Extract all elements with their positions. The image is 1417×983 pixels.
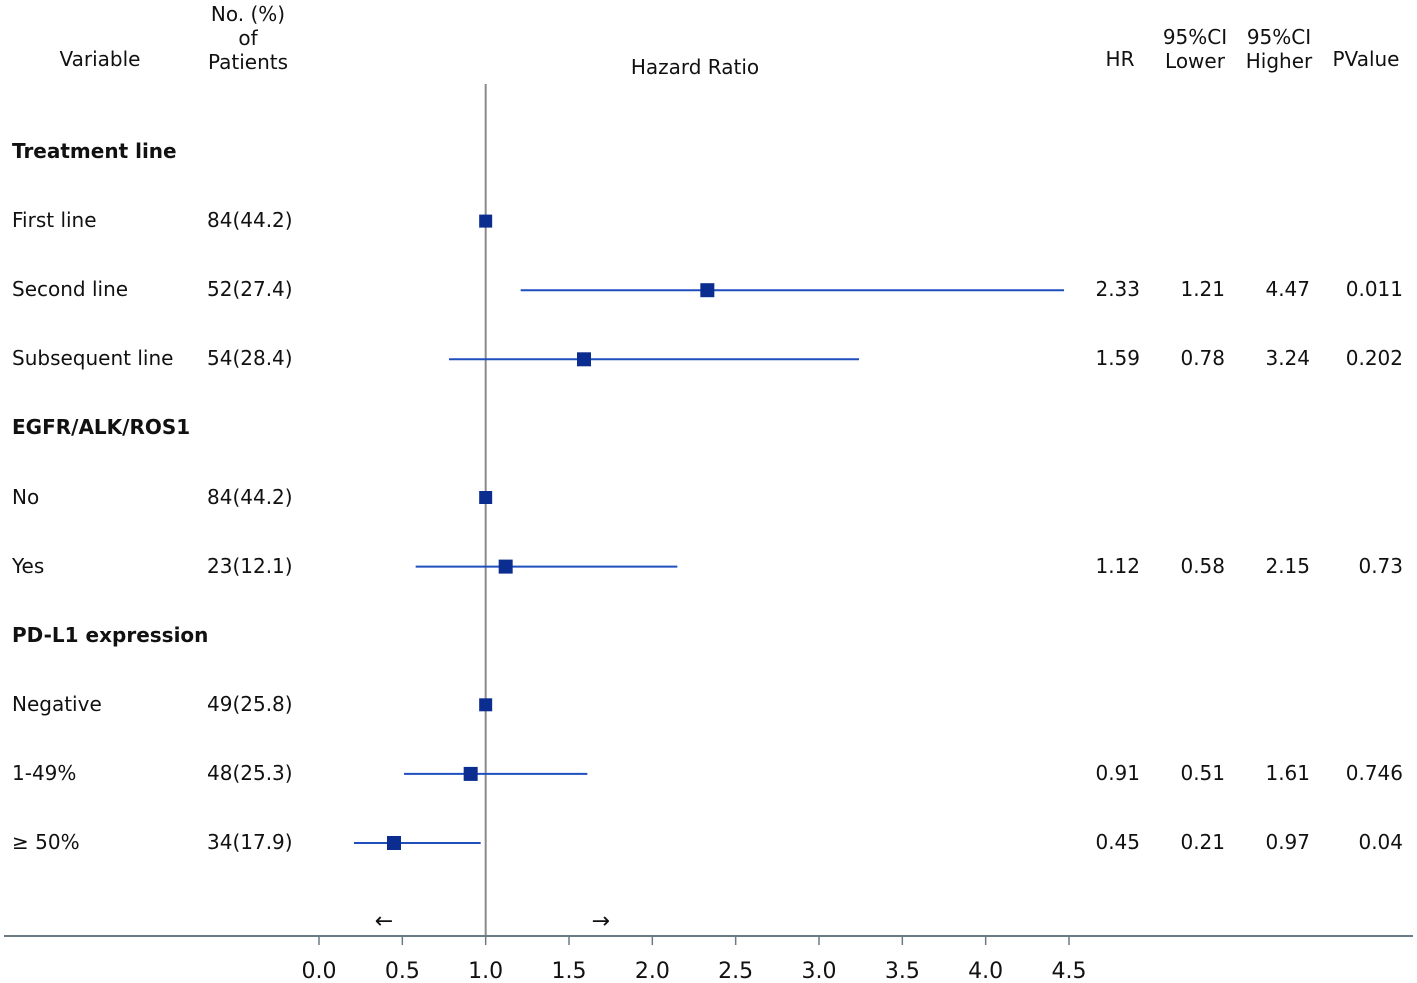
row-ci-higher: 0.97: [1265, 830, 1310, 854]
row-label: Subsequent line: [12, 346, 174, 371]
hr-marker: [700, 283, 715, 298]
row-label: ≥ 50%: [12, 830, 80, 854]
row-pvalue: 0.73: [1358, 553, 1403, 578]
row-patients: 34(17.9): [207, 830, 293, 854]
header-patients-line-1: No. (%): [210, 2, 286, 26]
right-arrow-icon: →: [591, 909, 609, 934]
x-tick-label: 3.5: [885, 959, 920, 983]
row-ci-lower: 0.51: [1180, 760, 1225, 785]
hr-marker: [387, 836, 401, 850]
row-patients: 48(25.3): [207, 760, 293, 785]
header-patients-line-2: of: [238, 26, 258, 50]
reference-marker: [479, 698, 493, 712]
group-label: EGFR/ALK/ROS1: [12, 415, 191, 440]
group-label: Treatment line: [12, 139, 177, 163]
chart-title: Hazard Ratio: [630, 55, 760, 79]
hr-marker: [498, 559, 513, 574]
row-pvalue: 0.011: [1345, 277, 1403, 302]
hr-marker: [577, 352, 591, 367]
row-label: Yes: [12, 553, 45, 578]
reference-marker: [479, 214, 493, 228]
x-tick-label: 4.0: [968, 959, 1003, 983]
row-ci-lower: 0.58: [1180, 553, 1225, 578]
row-hr: 1.12: [1095, 553, 1140, 578]
header-ci-higher: 95%CI Higher: [1238, 25, 1320, 73]
x-tick-label: 1.5: [552, 959, 587, 983]
row-patients: 54(28.4): [207, 346, 293, 371]
row-patients: 52(27.4): [207, 277, 293, 302]
x-tick-label: 0.5: [385, 959, 420, 983]
header-variable: Variable: [59, 47, 141, 71]
x-tick-label: 4.5: [1052, 959, 1087, 983]
row-ci-higher: 4.47: [1265, 277, 1310, 302]
x-tick-label: 0.0: [302, 959, 337, 983]
header-hr: HR: [1105, 47, 1135, 71]
header-ci-lower-line-2: Lower: [1165, 49, 1225, 73]
row-label: 1-49%: [12, 760, 77, 785]
hr-marker: [463, 766, 478, 781]
row-ci-lower: 1.21: [1180, 277, 1225, 302]
row-patients: 23(12.1): [207, 553, 293, 578]
row-label: No: [12, 484, 40, 509]
row-ci-lower: 0.78: [1180, 346, 1225, 371]
row-pvalue: 0.202: [1345, 346, 1403, 371]
row-pvalue: 0.746: [1345, 760, 1403, 785]
row-hr: 0.45: [1095, 830, 1140, 854]
row-hr: 2.33: [1095, 277, 1140, 302]
row-ci-higher: 1.61: [1265, 760, 1310, 785]
header-ci-lower-line-1: 95%CI: [1162, 25, 1228, 49]
header-patients-line-3: Patients: [207, 50, 289, 74]
row-patients: 84(44.2): [207, 208, 293, 233]
row-ci-lower: 0.21: [1180, 830, 1225, 854]
row-patients: 84(44.2): [207, 484, 293, 509]
row-hr: 0.91: [1095, 760, 1140, 785]
header-pvalue: PValue: [1332, 47, 1400, 71]
x-tick-label: 2.5: [718, 959, 753, 983]
header-ci-higher-line-2: Higher: [1245, 49, 1313, 73]
x-tick-label: 2.0: [635, 959, 670, 983]
x-tick-label: 3.0: [802, 959, 837, 983]
row-patients: 49(25.8): [207, 691, 293, 716]
row-hr: 1.59: [1095, 346, 1140, 371]
row-label: Second line: [12, 277, 129, 302]
row-ci-higher: 3.24: [1265, 346, 1310, 371]
group-label: PD-L1 expression: [12, 622, 209, 647]
row-label: Negative: [12, 691, 102, 716]
header-ci-lower: 95%CI Lower: [1155, 25, 1235, 73]
row-pvalue: 0.04: [1358, 830, 1403, 854]
row-ci-higher: 2.15: [1265, 553, 1310, 578]
row-label: First line: [12, 208, 97, 233]
header-patients: No. (%) of Patients: [188, 2, 308, 74]
x-tick-label: 1.0: [468, 959, 503, 983]
header-ci-higher-line-1: 95%CI: [1246, 25, 1312, 49]
left-arrow-icon: ←: [375, 909, 393, 934]
reference-marker: [479, 491, 493, 504]
